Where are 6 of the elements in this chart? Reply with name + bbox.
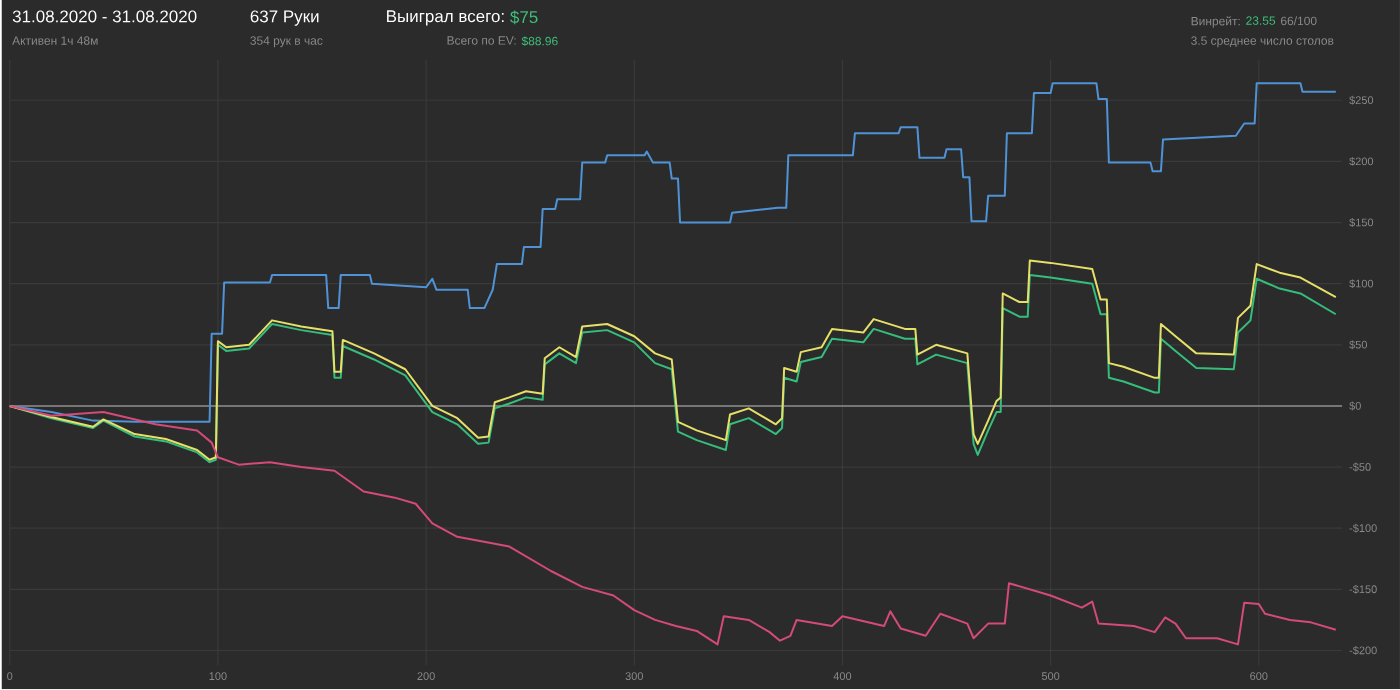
text: 637 Руки [250, 10, 319, 27]
line-series [8, 405, 1337, 646]
chart-title: 31.08.2020 - 31.08.2020 [12, 10, 197, 23]
text: Выиграл всего: [387, 10, 504, 26]
text: $75 [510, 10, 538, 25]
line-series [8, 82, 1337, 424]
